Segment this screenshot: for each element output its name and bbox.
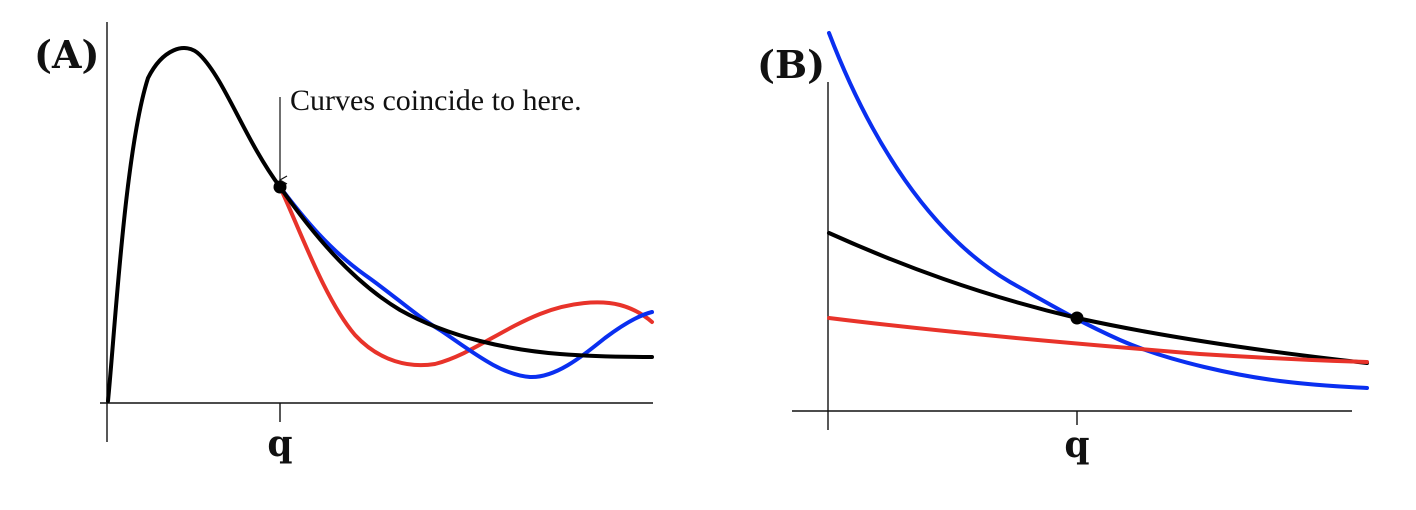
panel-b: (B) q (757, 31, 1369, 466)
panel-a-annotation: Curves coincide to here. (290, 84, 582, 117)
panel-a-red-curve (278, 185, 654, 368)
panel-b-label: (B) (757, 42, 825, 87)
panel-b-red-curve (827, 316, 1369, 364)
panel-b-blue-curve (827, 31, 1369, 390)
panel-a: (A) q Curves coincide to here. (34, 22, 654, 465)
panel-b-intersection-point (1070, 311, 1084, 325)
panel-a-black-curve (106, 46, 654, 403)
panel-a-q-label: q (267, 423, 292, 465)
panel-a-label: (A) (34, 32, 99, 77)
panel-a-coincide-point (273, 180, 287, 194)
panel-b-q-label: q (1064, 424, 1089, 466)
panel-a-blue-curve (278, 185, 654, 380)
